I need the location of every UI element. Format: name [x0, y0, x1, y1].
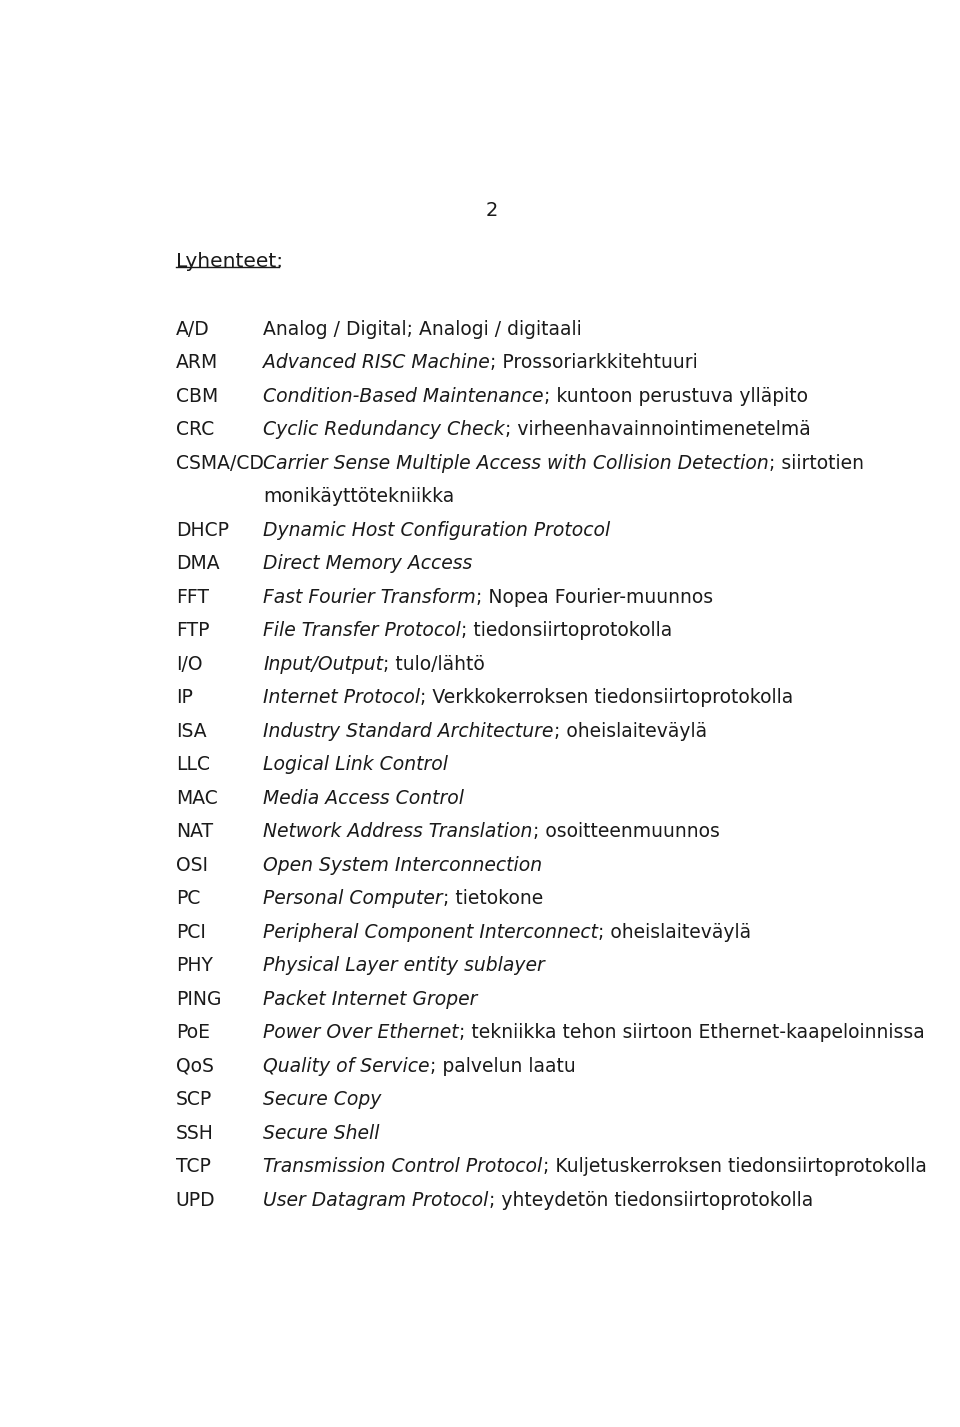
- Text: OSI: OSI: [176, 856, 207, 875]
- Text: Quality of Service: Quality of Service: [263, 1057, 430, 1076]
- Text: ; oheislaiteväylä: ; oheislaiteväylä: [554, 722, 707, 741]
- Text: NAT: NAT: [176, 822, 213, 842]
- Text: Direct Memory Access: Direct Memory Access: [263, 554, 472, 574]
- Text: Network Address Translation: Network Address Translation: [263, 822, 533, 842]
- Text: Secure Copy: Secure Copy: [263, 1090, 382, 1109]
- Text: Condition-Based Maintenance: Condition-Based Maintenance: [263, 387, 544, 405]
- Text: ; Verkkokerroksen tiedonsiirtoprotokolla: ; Verkkokerroksen tiedonsiirtoprotokolla: [420, 688, 794, 708]
- Text: DMA: DMA: [176, 554, 220, 574]
- Text: ; virheenhavainnointimenetelmä: ; virheenhavainnointimenetelmä: [505, 421, 811, 440]
- Text: CSMA/CD: CSMA/CD: [176, 454, 264, 472]
- Text: Cyclic Redundancy Check: Cyclic Redundancy Check: [263, 421, 505, 440]
- Text: Secure Shell: Secure Shell: [263, 1123, 380, 1143]
- Text: ; kuntoon perustuva ylläpito: ; kuntoon perustuva ylläpito: [544, 387, 808, 405]
- Text: Internet Protocol: Internet Protocol: [263, 688, 420, 708]
- Text: Peripheral Component Interconnect: Peripheral Component Interconnect: [263, 923, 598, 942]
- Text: SCP: SCP: [176, 1090, 212, 1109]
- Text: Advanced RISC Machine: Advanced RISC Machine: [263, 354, 491, 372]
- Text: Dynamic Host Configuration Protocol: Dynamic Host Configuration Protocol: [263, 521, 611, 539]
- Text: Open System Interconnection: Open System Interconnection: [263, 856, 542, 875]
- Text: PC: PC: [176, 889, 201, 908]
- Text: QoS: QoS: [176, 1057, 214, 1076]
- Text: PING: PING: [176, 990, 222, 1009]
- Text: File Transfer Protocol: File Transfer Protocol: [263, 621, 461, 641]
- Text: TCP: TCP: [176, 1157, 210, 1176]
- Text: ; tekniikka tehon siirtoon Ethernet-kaapeloinnissa: ; tekniikka tehon siirtoon Ethernet-kaap…: [459, 1023, 924, 1042]
- Text: IP: IP: [176, 688, 193, 708]
- Text: Power Over Ethernet: Power Over Ethernet: [263, 1023, 459, 1042]
- Text: ; tiedonsiirtoprotokolla: ; tiedonsiirtoprotokolla: [461, 621, 673, 641]
- Text: ; Nopea Fourier-muunnos: ; Nopea Fourier-muunnos: [476, 588, 713, 606]
- Text: Physical Layer entity sublayer: Physical Layer entity sublayer: [263, 956, 545, 975]
- Text: ; siirtotien: ; siirtotien: [769, 454, 864, 472]
- Text: LLC: LLC: [176, 755, 210, 775]
- Text: Packet Internet Groper: Packet Internet Groper: [263, 990, 478, 1009]
- Text: ISA: ISA: [176, 722, 206, 741]
- Text: ; tulo/lähtö: ; tulo/lähtö: [383, 655, 485, 674]
- Text: MAC: MAC: [176, 789, 218, 808]
- Text: A/D: A/D: [176, 320, 209, 338]
- Text: 2: 2: [486, 201, 498, 220]
- Text: Media Access Control: Media Access Control: [263, 789, 465, 808]
- Text: monikäyttötekniikka: monikäyttötekniikka: [263, 488, 455, 507]
- Text: ; palvelun laatu: ; palvelun laatu: [430, 1057, 576, 1076]
- Text: DHCP: DHCP: [176, 521, 228, 539]
- Text: Transmission Control Protocol: Transmission Control Protocol: [263, 1157, 542, 1176]
- Text: ; Kuljetuskerroksen tiedonsiirtoprotokolla: ; Kuljetuskerroksen tiedonsiirtoprotokol…: [542, 1157, 926, 1176]
- Text: Carrier Sense Multiple Access with Collision Detection: Carrier Sense Multiple Access with Colli…: [263, 454, 769, 472]
- Text: Input/Output: Input/Output: [263, 655, 383, 674]
- Text: PHY: PHY: [176, 956, 213, 975]
- Text: CRC: CRC: [176, 421, 214, 440]
- Text: Industry Standard Architecture: Industry Standard Architecture: [263, 722, 554, 741]
- Text: ; tietokone: ; tietokone: [443, 889, 543, 908]
- Text: Analog / Digital; Analogi / digitaali: Analog / Digital; Analogi / digitaali: [263, 320, 582, 338]
- Text: ; Prossoriarkkitehtuuri: ; Prossoriarkkitehtuuri: [491, 354, 698, 372]
- Text: I/O: I/O: [176, 655, 203, 674]
- Text: Personal Computer: Personal Computer: [263, 889, 443, 908]
- Text: FFT: FFT: [176, 588, 209, 606]
- Text: PCI: PCI: [176, 923, 205, 942]
- Text: FTP: FTP: [176, 621, 209, 641]
- Text: Lyhenteet:: Lyhenteet:: [176, 253, 283, 271]
- Text: Fast Fourier Transform: Fast Fourier Transform: [263, 588, 476, 606]
- Text: ARM: ARM: [176, 354, 218, 372]
- Text: Logical Link Control: Logical Link Control: [263, 755, 448, 775]
- Text: SSH: SSH: [176, 1123, 214, 1143]
- Text: ; oheislaiteväylä: ; oheislaiteväylä: [598, 923, 752, 942]
- Text: ; yhteydetön tiedonsiirtoprotokolla: ; yhteydetön tiedonsiirtoprotokolla: [489, 1190, 813, 1210]
- Text: User Datagram Protocol: User Datagram Protocol: [263, 1190, 489, 1210]
- Text: PoE: PoE: [176, 1023, 210, 1042]
- Text: CBM: CBM: [176, 387, 218, 405]
- Text: UPD: UPD: [176, 1190, 215, 1210]
- Text: ; osoitteenmuunnos: ; osoitteenmuunnos: [533, 822, 720, 842]
